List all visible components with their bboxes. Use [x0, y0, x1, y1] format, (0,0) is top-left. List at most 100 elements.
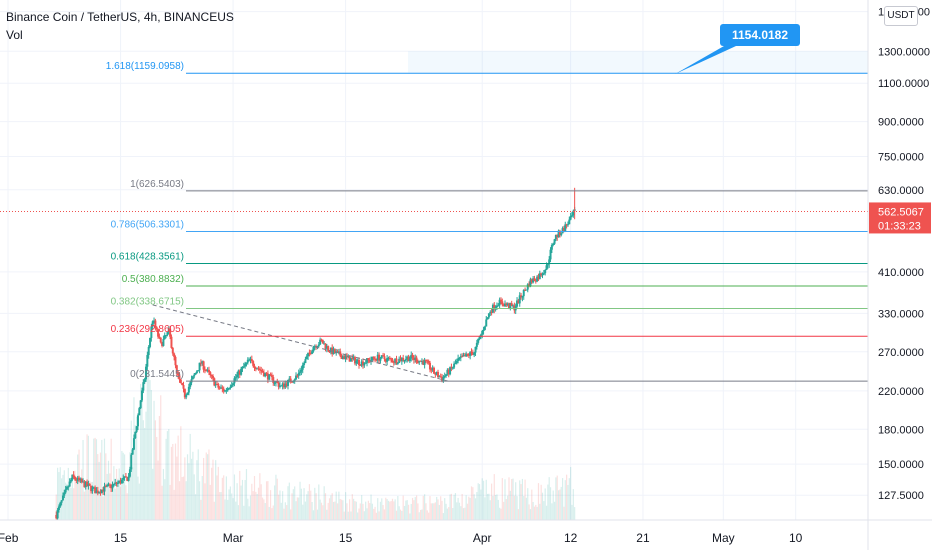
candle-body [205, 370, 208, 372]
volume-bar [351, 494, 353, 520]
volume-bar [566, 474, 568, 520]
candle-body [99, 492, 102, 494]
volume-bar [153, 400, 155, 520]
volume-bar [294, 486, 296, 520]
volume-bar [370, 494, 372, 520]
candle-body [69, 479, 72, 482]
candle-body [426, 360, 429, 362]
volume-bar [379, 501, 382, 520]
volume-bar [283, 508, 285, 520]
volume-bar [255, 491, 257, 520]
volume-bar [528, 504, 530, 520]
candle-body [538, 273, 541, 279]
volume-bar [89, 480, 91, 520]
volume-bar [134, 425, 136, 520]
currency-button[interactable]: USDT [884, 6, 918, 26]
volume-bar [265, 481, 268, 520]
candle-body [388, 357, 391, 359]
candle-body [90, 485, 93, 492]
volume-bar [310, 490, 312, 520]
volume-bar [106, 473, 108, 520]
candle-body [218, 387, 221, 389]
candle-body [351, 358, 354, 360]
candle-body [82, 481, 85, 483]
candle-body [119, 480, 122, 484]
volume-bar [306, 494, 308, 520]
candle-body [236, 374, 239, 378]
volume-bar [216, 475, 218, 520]
volume-bar [422, 495, 424, 520]
candle-body [348, 355, 351, 362]
candle-body [556, 234, 559, 238]
volume-bar [334, 501, 336, 520]
volume-bar [174, 443, 177, 520]
candle-body [153, 320, 156, 322]
candle-body [518, 295, 521, 304]
y-tick-label: 220.0000 [878, 386, 924, 398]
candle-body [327, 346, 330, 351]
callout-pointer [675, 46, 736, 75]
volume-bar [113, 466, 115, 520]
volume-bar [212, 459, 214, 520]
volume-bar [343, 511, 345, 520]
candle-body [115, 482, 118, 484]
volume-bar [59, 467, 61, 520]
candle-body [285, 383, 288, 386]
candle-body [524, 289, 527, 291]
candle-body [572, 210, 575, 216]
volume-bar [292, 489, 294, 520]
volume-bar [393, 501, 395, 520]
candle-body [111, 484, 114, 489]
volume-bar [312, 510, 315, 520]
volume-bar [540, 484, 542, 520]
candle-body [75, 479, 78, 481]
candle-body [565, 224, 568, 226]
candle-body [304, 359, 307, 364]
fib-level-label: 1.618(1159.0958) [106, 61, 184, 72]
volume-bar [375, 512, 378, 520]
candle-body [341, 356, 344, 359]
volume-bar [382, 505, 384, 520]
volume-bar [161, 485, 163, 520]
candle-body [360, 361, 363, 366]
candle-body [173, 353, 176, 357]
candle-body [570, 215, 573, 217]
candle-body [128, 469, 131, 477]
candle-body [264, 373, 267, 377]
last-price-tag [869, 202, 931, 234]
volume-bar [441, 500, 443, 520]
volume-bar [477, 483, 479, 520]
candle-body [281, 383, 284, 386]
volume-bar [407, 504, 410, 520]
candle-body [167, 328, 170, 333]
volume-bar [394, 499, 396, 520]
volume-bar [344, 492, 347, 520]
volume-bar [399, 509, 402, 520]
candle-body [91, 487, 94, 492]
candle-body [171, 347, 174, 354]
volume-bar [548, 477, 550, 520]
candle-body [414, 357, 417, 361]
candle-body [493, 304, 496, 310]
candle-body [433, 367, 435, 374]
volume-bar [180, 426, 182, 520]
volume-bar [438, 504, 440, 520]
volume-bar [223, 475, 225, 520]
candle-body [295, 375, 298, 380]
symbol-title: Binance Coin / TetherUS, 4h, BINANCEUS [6, 10, 234, 24]
volume-bar [389, 501, 391, 520]
volume-bar [481, 478, 483, 520]
candle-body [206, 369, 209, 371]
volume-bar [204, 483, 206, 520]
candle-body [332, 349, 335, 355]
volume-bar [511, 479, 513, 520]
candle-body [100, 489, 103, 494]
volume-indicator-label[interactable]: Vol [6, 28, 23, 42]
candle-body [92, 487, 95, 489]
volume-bar [331, 493, 333, 520]
volume-bar [536, 506, 538, 520]
volume-bar [110, 438, 112, 520]
candle-body [132, 438, 135, 450]
candle-body [462, 355, 465, 357]
